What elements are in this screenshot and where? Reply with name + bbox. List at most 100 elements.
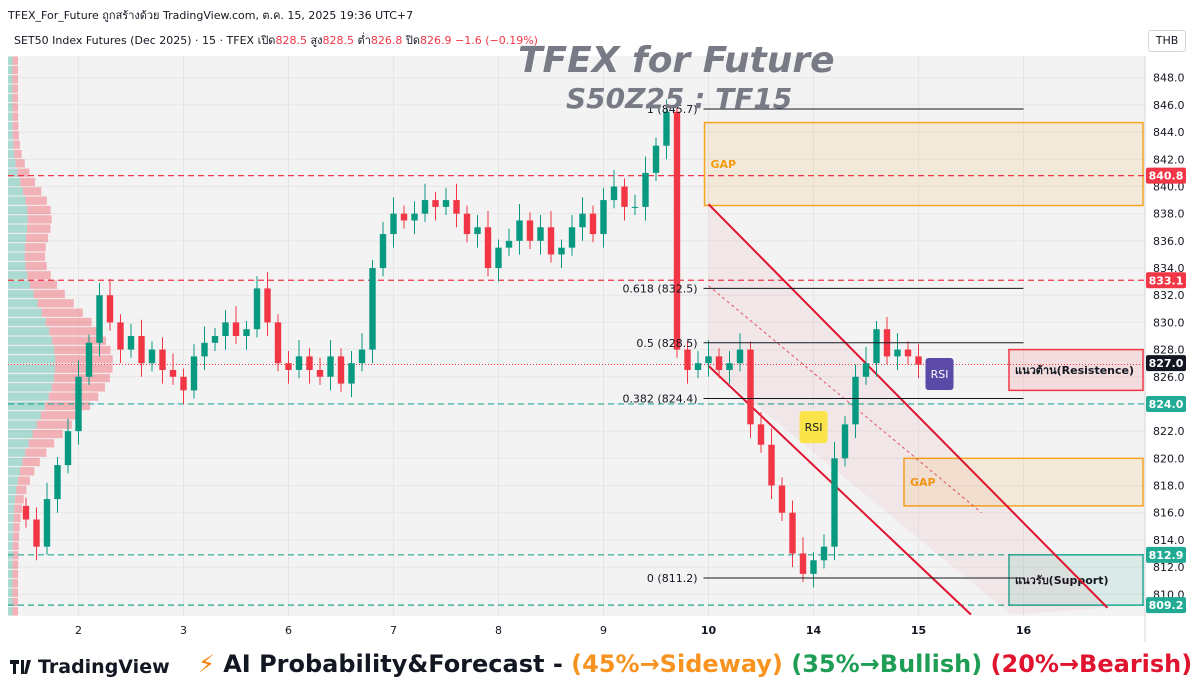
candle-body (642, 172, 649, 207)
volume-profile-buy (8, 93, 13, 103)
candle-body (180, 376, 187, 391)
volume-profile-buy (8, 336, 53, 345)
fib-label: 0.5 (828.5) (636, 337, 697, 350)
volume-profile-sell (45, 317, 92, 327)
candle-body (453, 200, 460, 214)
zone-box (1008, 348, 1144, 392)
volume-profile-sell (12, 121, 19, 131)
price-label-badge (1146, 395, 1186, 412)
x-tick-label: 6 (285, 624, 292, 637)
volume-profile-sell (12, 112, 19, 121)
candle-body (831, 458, 838, 547)
volume-profile-sell (12, 56, 19, 65)
brand-name: TradingView (38, 656, 170, 678)
candle-body (369, 268, 376, 350)
candle-body (516, 220, 523, 241)
watermark-subtitle: S50Z25 : TF15 (566, 82, 793, 115)
candle-body (117, 322, 124, 350)
forecast-bearish: (20%→Bearish) (990, 650, 1193, 678)
volume-profile-sell (53, 373, 110, 383)
volume-profile-sell (40, 411, 82, 420)
volume-profile-sell (44, 401, 91, 411)
currency-button[interactable]: THB (1148, 30, 1186, 52)
candle-body (390, 213, 397, 235)
volume-profile-sell (27, 271, 51, 280)
volume-profile-buy (8, 373, 54, 383)
candle-body (211, 336, 219, 343)
volume-profile-buy (8, 187, 24, 196)
candle-body (495, 247, 502, 269)
price-label-text: 809.2 (1149, 599, 1184, 612)
forecast-sideway: (45%→Sideway) (571, 650, 783, 678)
volume-profile-buy (8, 345, 55, 355)
price-label-badge (1146, 272, 1186, 289)
candle-body (222, 322, 229, 336)
candle-body (799, 553, 807, 574)
candle-body (663, 111, 670, 146)
candle-body (757, 424, 765, 445)
volume-profile-buy (8, 569, 13, 579)
candle-body (474, 227, 481, 235)
tradingview-logo[interactable]: TradingView (10, 656, 170, 678)
volume-profile-buy (8, 560, 13, 569)
volume-profile-sell (12, 75, 19, 84)
volume-profile-buy (8, 233, 27, 243)
close-label: ปิด (405, 34, 421, 47)
candle-body (841, 424, 849, 459)
fib-label: 1 (845.7) (647, 103, 698, 116)
volume-profile-buy (8, 280, 31, 289)
price-chart[interactable]: GAP GAP แนวต้าน(Resistence) แนวรับ(Support)… (0, 0, 1202, 642)
volume-profile-buy (8, 252, 25, 261)
price-label-text: 824.0 (1149, 398, 1184, 411)
volume-profile-buy (8, 383, 52, 392)
volume-profile-buy (8, 56, 13, 65)
candle-body (348, 363, 355, 384)
candle-body (715, 356, 723, 370)
candle-body (138, 336, 145, 364)
candle-body (736, 349, 744, 364)
price-label-badge (1146, 597, 1186, 614)
volume-profile-buy (8, 65, 13, 75)
volume-profile-buy (8, 429, 33, 439)
candle-body (411, 213, 418, 221)
candle-body (579, 213, 586, 228)
volume-profile-buy (8, 523, 14, 532)
volume-profile-buy (8, 121, 13, 131)
low-value: 826.8 (370, 34, 403, 47)
y-tick-label: 846.0 (1153, 99, 1185, 112)
volume-profile-buy (8, 112, 13, 121)
volume-profile-buy (8, 289, 34, 299)
volume-profile-sell (23, 187, 42, 196)
volume-profile-sell (16, 485, 27, 495)
candle-body (484, 227, 492, 269)
x-tick-label: 3 (180, 624, 187, 637)
open-label: เปิด (257, 34, 276, 47)
volume-profile-buy (8, 401, 45, 411)
volume-profile-buy (8, 299, 38, 308)
candle-body (747, 349, 754, 425)
volume-profile-buy (8, 607, 13, 616)
candle-body (810, 560, 817, 574)
candle-body (379, 234, 387, 269)
volume-profile-sell (12, 131, 19, 140)
volume-profile-sell (12, 532, 20, 541)
volume-profile-sell (14, 504, 22, 513)
footer: TradingView ⚡ AI Probability&Forecast - … (0, 642, 1202, 697)
volume-profile-buy (8, 513, 14, 523)
y-tick-label: 834.0 (1153, 262, 1185, 275)
volume-profile-buy (8, 392, 49, 401)
candle-body (442, 200, 450, 207)
x-tick-label: 15 (911, 624, 926, 637)
x-tick-label: 9 (600, 624, 607, 637)
price-label-text: 840.8 (1149, 170, 1184, 183)
candle-body (915, 356, 922, 365)
volume-profile-sell (25, 448, 47, 457)
candle-body (106, 295, 114, 323)
candle-body (295, 356, 303, 370)
volume-profile-buy (8, 149, 15, 159)
volume-profile-sell (22, 457, 40, 467)
volume-profile-buy (8, 243, 26, 252)
volume-profile-sell (12, 103, 19, 112)
volume-profile-sell (13, 523, 20, 532)
zone-box (903, 457, 1144, 507)
